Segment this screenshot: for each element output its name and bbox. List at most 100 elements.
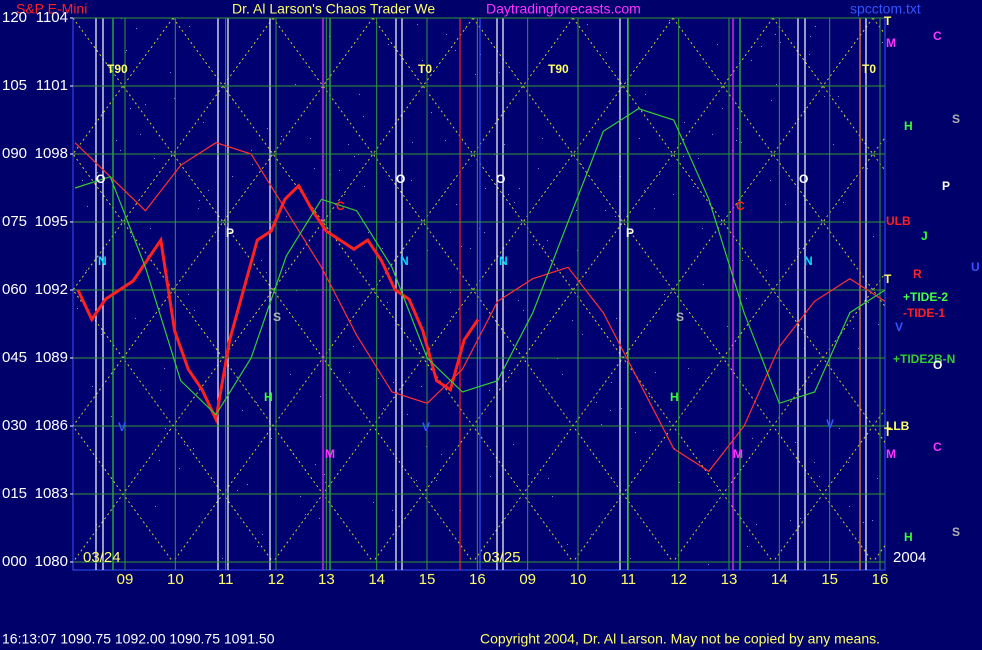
star: [97, 172, 98, 173]
star: [673, 194, 674, 195]
annotation: P: [626, 226, 634, 240]
star: [703, 284, 704, 285]
annotation: P: [942, 179, 950, 193]
plot-area: [72, 17, 886, 571]
star: [640, 460, 641, 461]
annotation: V: [895, 320, 903, 334]
star: [305, 514, 306, 515]
annotation: M: [886, 447, 896, 461]
star: [718, 490, 719, 491]
star: [858, 348, 859, 349]
star: [412, 142, 413, 143]
star: [364, 186, 365, 187]
star: [344, 194, 345, 195]
annotation: H: [670, 390, 679, 404]
star: [417, 24, 418, 25]
star: [761, 46, 762, 47]
star: [615, 216, 616, 217]
star: [528, 474, 529, 475]
annotation: V: [422, 420, 430, 434]
star: [513, 444, 514, 445]
star: [645, 94, 646, 95]
star: [203, 122, 204, 123]
x-tick-label: 13: [721, 571, 738, 588]
star: [179, 468, 180, 469]
star: [872, 520, 873, 521]
y2-tick-label: 060: [2, 281, 27, 298]
star: [795, 442, 796, 443]
x-tick-label: 12: [670, 571, 687, 588]
star: [382, 248, 383, 249]
x-tick-label: 10: [167, 571, 184, 588]
annotation: M: [886, 36, 896, 50]
star: [461, 246, 462, 247]
star: [393, 382, 394, 383]
annotation: V: [826, 417, 834, 431]
y2-tick-label: 030: [2, 417, 27, 434]
star: [519, 188, 520, 189]
star: [324, 474, 325, 475]
star: [339, 170, 340, 171]
star: [208, 190, 209, 191]
star: [392, 510, 393, 511]
annotation: T: [884, 272, 892, 286]
star: [582, 334, 583, 335]
star: [445, 140, 446, 141]
star: [184, 444, 185, 445]
star: [421, 386, 422, 387]
date-label: 2004: [893, 549, 926, 566]
x-tick-label: 16: [872, 571, 889, 588]
annotation: O: [396, 172, 405, 186]
annotation: ULB: [886, 214, 911, 228]
star: [683, 156, 684, 157]
star: [348, 144, 349, 145]
star: [848, 462, 849, 463]
star: [717, 44, 718, 45]
x-tick-label: 15: [821, 571, 838, 588]
star: [310, 138, 311, 139]
star: [838, 96, 839, 97]
star: [843, 202, 844, 203]
star: [844, 116, 845, 117]
annotation: H: [264, 390, 273, 404]
x-tick-label: 10: [570, 571, 587, 588]
star: [679, 482, 680, 483]
star: [780, 42, 781, 43]
star: [877, 478, 878, 479]
star: [606, 52, 607, 53]
star: [552, 496, 553, 497]
star: [411, 180, 412, 181]
y-tick-label: 1089: [35, 349, 68, 366]
y2-tick-label: 015: [2, 485, 27, 502]
y-tick-label: 1101: [36, 77, 68, 94]
x-tick-label: 13: [318, 571, 335, 588]
star: [485, 188, 486, 189]
annotation: S: [273, 310, 281, 324]
star: [562, 374, 563, 375]
star: [232, 176, 233, 177]
series-line: [74, 142, 886, 473]
star: [558, 308, 559, 309]
star: [853, 328, 854, 329]
x-tick-label: 09: [117, 571, 134, 588]
y2-tick-label: 120: [2, 9, 27, 26]
star: [542, 138, 543, 139]
star: [388, 44, 389, 45]
star: [150, 228, 151, 229]
star: [591, 534, 592, 535]
star: [605, 210, 606, 211]
star: [77, 308, 78, 309]
star: [736, 140, 737, 141]
annotation: T90: [107, 62, 128, 76]
star: [722, 108, 723, 109]
star: [247, 484, 248, 485]
star: [470, 248, 471, 249]
star: [514, 202, 515, 203]
star: [833, 144, 834, 145]
star: [257, 546, 258, 547]
file-name: spcctom.txt: [850, 1, 921, 17]
star: [616, 318, 617, 319]
star: [518, 300, 519, 301]
star: [610, 410, 611, 411]
star: [810, 36, 811, 37]
